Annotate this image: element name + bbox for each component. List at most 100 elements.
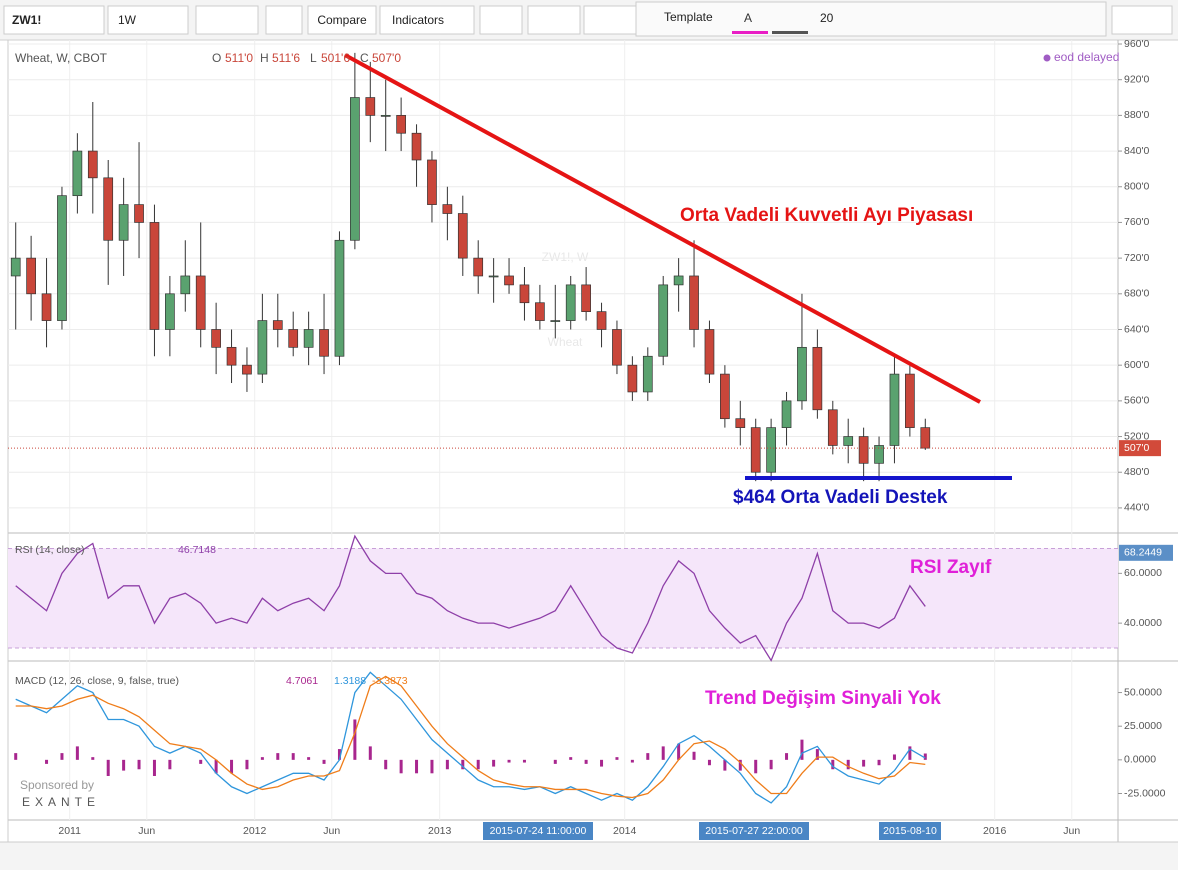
macd-histogram-bar bbox=[692, 751, 696, 760]
candle-body bbox=[905, 373, 915, 428]
candle-body bbox=[627, 364, 638, 393]
x-tick-label: Jun bbox=[138, 825, 155, 837]
candle-body bbox=[303, 329, 314, 348]
macd-histogram-bar bbox=[368, 746, 372, 760]
rsi-badge: 68.2449 bbox=[1124, 547, 1162, 559]
compare[interactable]: Compare bbox=[317, 13, 367, 27]
text-tool[interactable]: A bbox=[744, 11, 752, 25]
y-tick-label: 800'0 bbox=[1124, 181, 1150, 193]
candle-body bbox=[57, 195, 67, 321]
macd-histogram-bar bbox=[168, 759, 172, 770]
sponsor-text: Sponsored by bbox=[20, 778, 94, 792]
y-tick-label: 50.0000 bbox=[1124, 686, 1162, 698]
macd-histogram-bar bbox=[476, 759, 480, 770]
macd-histogram-bar bbox=[723, 759, 727, 771]
bottom-bar bbox=[0, 842, 1178, 870]
candle-body bbox=[396, 115, 406, 134]
x-tick-label: 2014 bbox=[613, 825, 637, 837]
candle-body bbox=[581, 284, 591, 312]
candle-body bbox=[350, 97, 360, 241]
macd-histogram-bar bbox=[122, 759, 126, 771]
y-tick-label: 560'0 bbox=[1124, 395, 1150, 407]
macd-histogram-bar bbox=[677, 743, 681, 760]
l-label: L bbox=[310, 51, 317, 65]
time-marker-box bbox=[699, 822, 809, 840]
macd-histogram-bar bbox=[445, 759, 449, 770]
candle-body bbox=[858, 436, 869, 464]
macd-histogram-bar bbox=[260, 757, 264, 760]
interval[interactable]: 1W bbox=[118, 13, 137, 27]
macd-histogram-bar bbox=[245, 759, 249, 770]
indicators[interactable]: Indicators bbox=[392, 13, 444, 27]
alert-button[interactable] bbox=[479, 5, 523, 35]
y-tick-label: 600'0 bbox=[1124, 359, 1150, 371]
macd-histogram-bar bbox=[399, 759, 403, 774]
macd-histogram-bar bbox=[199, 759, 203, 764]
h-label: H bbox=[260, 51, 269, 65]
rsi-annotation[interactable]: RSI Zayıf bbox=[910, 557, 992, 578]
macd-histogram-bar bbox=[553, 759, 557, 764]
macd-header-value: 1.3188 bbox=[334, 675, 366, 687]
candle-body bbox=[87, 150, 98, 179]
rsi-line bbox=[15, 534, 926, 662]
time-marker-box bbox=[483, 822, 593, 840]
undo-redo[interactable] bbox=[583, 5, 641, 35]
macd-histogram-bar bbox=[584, 759, 588, 764]
candle-body bbox=[72, 150, 83, 197]
macd-histogram-bar bbox=[152, 759, 156, 776]
macd-histogram-bar bbox=[60, 753, 64, 760]
macd-line bbox=[15, 675, 926, 799]
candle-body bbox=[10, 257, 21, 277]
macd-histogram-bar bbox=[908, 746, 912, 760]
candle-body bbox=[380, 115, 391, 117]
font-size[interactable]: 20 bbox=[820, 11, 834, 25]
macd-annotation[interactable]: Trend Değişim Sinyali Yok bbox=[705, 688, 941, 709]
candle-body bbox=[272, 320, 283, 330]
line-color bbox=[772, 31, 808, 34]
time-marker: 2015-08-10 bbox=[883, 825, 937, 837]
x-tick-label: Jun bbox=[1063, 825, 1080, 837]
sponsor-brand[interactable]: EXANTE bbox=[22, 795, 100, 809]
ideas-button[interactable] bbox=[527, 5, 581, 35]
candle-body bbox=[642, 355, 653, 393]
candle-body bbox=[473, 257, 484, 277]
indicators-button[interactable] bbox=[379, 5, 475, 35]
macd-histogram-bar bbox=[337, 749, 341, 760]
macd-header-value: 4.7061 bbox=[286, 675, 318, 687]
macd-histogram-bar bbox=[661, 746, 665, 760]
x-tick-label: 2013 bbox=[428, 825, 452, 837]
candle-body bbox=[504, 275, 514, 286]
symbol[interactable]: ZW1! bbox=[12, 13, 41, 27]
compare-button[interactable] bbox=[307, 5, 377, 35]
time-marker: 2015-07-27 22:00:00 bbox=[705, 825, 803, 837]
macd-title: MACD (12, 26, close, 9, false, true) bbox=[15, 675, 179, 687]
macd-histogram-bar bbox=[892, 754, 896, 760]
y-tick-label: -25.0000 bbox=[1124, 787, 1166, 799]
chart-type-button[interactable] bbox=[195, 5, 259, 35]
candle-body bbox=[673, 275, 684, 286]
candle-body bbox=[165, 293, 175, 330]
y-tick-label: 480'0 bbox=[1124, 466, 1150, 478]
series-name: Wheat, W, CBOT bbox=[15, 51, 108, 65]
trend-annotation[interactable]: Orta Vadeli Kuvvetli Ayı Piyasası bbox=[680, 205, 973, 226]
rsi-value: 46.7148 bbox=[178, 544, 216, 556]
macd-histogram-bar bbox=[862, 759, 866, 767]
y-tick-label: 520'0 bbox=[1124, 430, 1150, 442]
template[interactable]: Template bbox=[664, 10, 713, 24]
macd-histogram-bar bbox=[707, 759, 711, 766]
symbol-box[interactable] bbox=[3, 5, 105, 35]
y-tick-label: 760'0 bbox=[1124, 216, 1150, 228]
trend-line[interactable] bbox=[344, 53, 981, 404]
settings-button[interactable] bbox=[265, 5, 303, 35]
support-annotation[interactable]: $464 Orta Vadeli Destek bbox=[733, 487, 948, 508]
publish-button[interactable] bbox=[1111, 5, 1173, 35]
l-value: 501'6 bbox=[321, 51, 350, 65]
interval-box[interactable] bbox=[107, 5, 189, 35]
macd-histogram-bar bbox=[91, 757, 95, 760]
macd-histogram-bar bbox=[214, 759, 218, 774]
macd-histogram-bar bbox=[322, 759, 326, 764]
candle-body bbox=[596, 311, 607, 330]
macd-histogram-bar bbox=[600, 759, 604, 767]
